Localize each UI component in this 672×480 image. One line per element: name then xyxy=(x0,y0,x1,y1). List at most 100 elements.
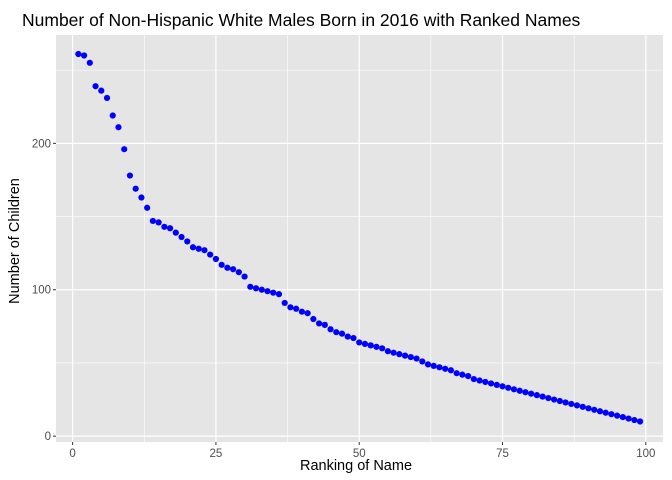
data-point xyxy=(275,291,283,298)
y-tick-label: 0 xyxy=(45,431,51,443)
data-point xyxy=(631,416,638,424)
data-point xyxy=(126,172,134,179)
data-point xyxy=(401,352,409,359)
data-point xyxy=(493,381,500,389)
data-point xyxy=(264,288,271,295)
data-point xyxy=(579,403,586,410)
data-point xyxy=(258,286,265,293)
data-point xyxy=(602,409,609,416)
data-point xyxy=(390,349,397,356)
data-point xyxy=(298,308,305,315)
data-point xyxy=(505,384,512,391)
y-tick-label: 200 xyxy=(32,138,51,150)
x-tick-label: 0 xyxy=(69,448,75,460)
data-point xyxy=(510,386,518,393)
data-point xyxy=(149,217,156,225)
data-point xyxy=(447,367,455,374)
data-point xyxy=(195,245,202,252)
data-point xyxy=(556,397,563,405)
data-point xyxy=(384,348,391,355)
data-point xyxy=(293,305,300,312)
data-point xyxy=(166,225,174,232)
x-tick-label: 100 xyxy=(636,448,655,460)
data-point xyxy=(476,377,483,384)
data-point xyxy=(189,244,197,251)
data-point xyxy=(373,343,380,350)
data-point xyxy=(533,392,540,399)
data-point xyxy=(487,380,495,387)
data-point xyxy=(86,59,93,66)
data-point xyxy=(310,315,317,323)
data-point xyxy=(522,389,529,396)
data-point xyxy=(413,355,420,362)
data-point xyxy=(270,289,277,296)
data-point xyxy=(539,393,546,400)
data-point xyxy=(407,353,414,361)
data-point xyxy=(115,124,122,131)
data-point xyxy=(132,185,139,192)
data-point xyxy=(453,370,460,377)
x-tick-label: 75 xyxy=(496,448,509,460)
data-point xyxy=(350,334,357,342)
x-axis: 0 25 50 75 100 xyxy=(69,442,655,460)
data-point xyxy=(499,383,506,390)
data-point xyxy=(333,329,340,336)
data-point xyxy=(75,50,82,58)
data-point xyxy=(155,219,162,226)
data-point xyxy=(516,387,523,394)
data-point xyxy=(568,400,575,408)
data-point xyxy=(545,394,552,402)
data-point xyxy=(550,396,558,403)
y-axis-title: Number of Children xyxy=(7,178,23,304)
data-point xyxy=(361,340,369,348)
data-point xyxy=(224,264,231,271)
data-point xyxy=(596,408,604,415)
data-point xyxy=(562,399,569,406)
data-points xyxy=(75,50,644,425)
data-point xyxy=(419,358,426,365)
data-point xyxy=(121,146,128,153)
data-point xyxy=(321,321,328,328)
data-point xyxy=(344,333,351,340)
data-point xyxy=(396,351,403,358)
data-point xyxy=(356,339,363,346)
data-point xyxy=(573,402,581,409)
data-point xyxy=(528,390,535,397)
data-point xyxy=(585,405,592,412)
data-point xyxy=(241,273,248,280)
data-point xyxy=(184,238,191,245)
chart-title: Number of Non-Hispanic White Males Born … xyxy=(22,10,581,30)
data-point xyxy=(103,94,111,102)
data-point xyxy=(252,285,260,292)
x-tick-label: 50 xyxy=(353,448,366,460)
y-axis: 0 100 200 xyxy=(32,138,56,443)
data-point xyxy=(614,412,621,419)
data-point xyxy=(459,371,466,378)
data-point xyxy=(172,229,179,236)
data-point xyxy=(212,255,220,263)
data-point xyxy=(161,223,168,230)
data-point xyxy=(315,320,323,327)
data-point xyxy=(235,269,242,276)
data-point xyxy=(608,411,615,418)
data-point xyxy=(98,87,105,94)
data-point xyxy=(338,330,346,337)
data-point xyxy=(304,310,311,317)
data-point xyxy=(144,204,151,211)
data-point xyxy=(109,112,116,119)
x-axis-title: Ranking of Name xyxy=(300,458,412,474)
y-tick-label: 100 xyxy=(32,285,51,297)
data-point xyxy=(465,373,472,380)
data-point xyxy=(218,261,225,268)
data-point xyxy=(247,283,254,290)
data-point xyxy=(591,406,598,413)
data-point xyxy=(619,414,626,421)
x-tick-label: 25 xyxy=(210,448,223,460)
data-point xyxy=(92,83,99,90)
grid-major xyxy=(56,35,663,442)
data-point xyxy=(625,415,632,422)
data-point xyxy=(287,304,294,311)
data-point xyxy=(230,266,237,273)
data-point xyxy=(482,378,489,386)
data-point xyxy=(207,251,214,258)
